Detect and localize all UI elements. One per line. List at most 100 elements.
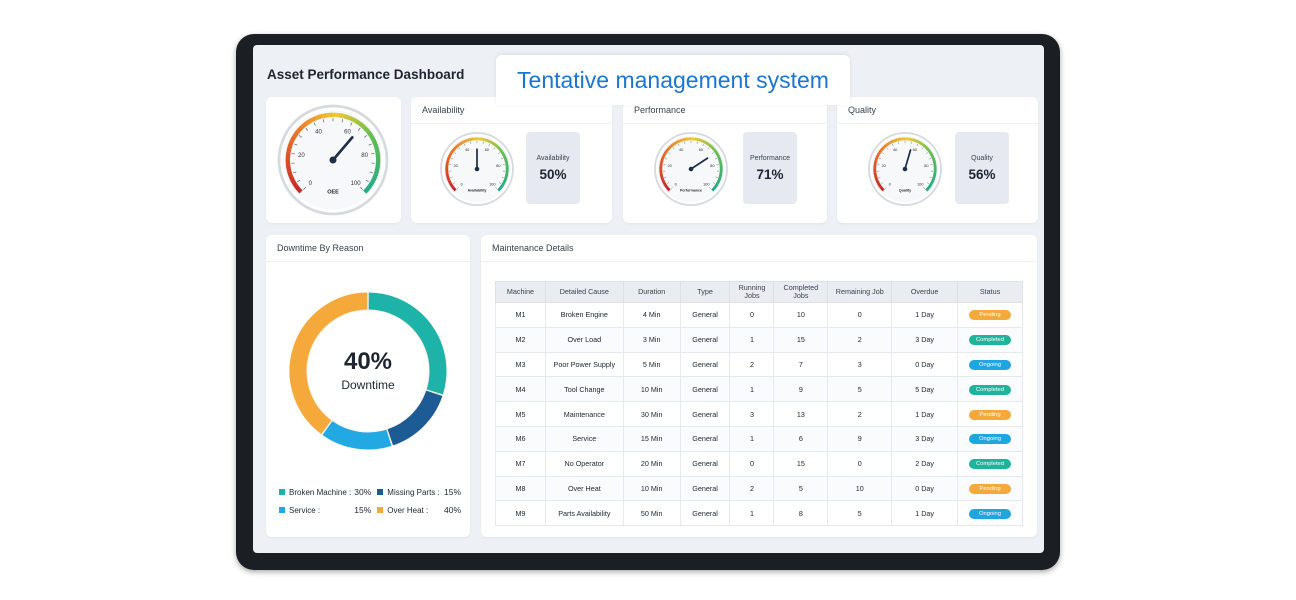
table-cell: Pending [957,401,1023,427]
gauge-color-arc [289,176,296,184]
gauge-color-arc [446,156,451,162]
legend-label: Missing Parts : [387,487,440,497]
gauge-color-arc [659,172,664,178]
donut-segment-broken-machine [368,292,447,395]
table-cell: 1 Day [891,302,959,328]
legend-swatch [279,489,285,495]
gauge-color-arc [663,183,669,189]
gauge-tick [878,158,882,160]
gauge-tick [923,187,926,190]
gauge-color-arc [874,176,879,182]
gauge-color-arc [370,176,377,184]
table-cell: Poor Power Supply [544,351,624,378]
column-header: Overdue [891,281,959,303]
legend-item-missing-parts: Missing Parts : 15% [377,487,461,497]
oee-gauge: 0 20 40 60 80 100 OEE [277,104,389,216]
gauge-color-arc [372,141,379,150]
donut-segment-over-heat [289,292,368,435]
gauge-tick-label: 40 [893,147,898,152]
availability-card-title: Availability [411,97,612,124]
table-row[interactable]: M1 Broken Engine 4 Min General 0 10 0 1 Day Pend… [495,302,1023,328]
availability-card: Availability 0 20 40 60 80 100 Availability Av… [411,97,612,223]
gauge-color-arc [660,176,665,182]
table-row[interactable]: M9 Parts Availability 50 Min General 1 8 5 1 Da… [495,500,1023,527]
table-row[interactable]: M8 Over Heat 10 Min General 2 5 10 0 Day Pending [495,475,1023,502]
gauge-color-arc [366,181,375,190]
table-row[interactable]: M7 No Operator 20 Min General 0 15 0 2 Day Compl… [495,450,1023,477]
legend-label: Broken Machine : [289,487,352,497]
gauge-tick-label: 20 [881,163,886,168]
gauge-tick-label: 80 [710,163,715,168]
table-cell: Broken Engine [544,302,624,328]
table-row[interactable]: M2 Over Load 3 Min General 1 15 2 3 Day Complete… [495,326,1023,353]
table-cell: 15 [773,326,829,353]
gauge-tick [482,141,484,144]
gauge-color-arc [457,141,463,147]
gauge-color-arc [286,147,292,155]
quality-gauge: 0 20 40 60 80 100 Quality [868,132,942,206]
status-badge: Completed [969,459,1011,470]
gauge-tick [452,182,456,184]
table-cell: Completed [957,326,1023,353]
gauge-color-arc [698,138,704,143]
table-cell: M2 [495,326,546,353]
maintenance-card: Maintenance Details Machine Detailed Caus… [481,235,1037,537]
table-cell: 8 [773,500,829,527]
gauge-color-arc [367,131,375,139]
gauge-color-arc [304,118,312,126]
gauge-tick [350,122,353,126]
legend-swatch [377,489,384,495]
column-header: Duration [622,281,681,303]
gauge-color-arc [447,152,453,159]
gauge-color-arc [338,113,346,119]
gauge-color-arc [877,183,883,189]
gauge-tick [297,179,301,183]
legend-swatch [279,507,285,513]
table-cell: 0 [827,302,893,328]
status-badge: Pending [969,483,1011,494]
gauge-tick-label: 100 [917,182,924,187]
donut-segment-service [322,420,392,450]
table-row[interactable]: M3 Poor Power Supply 5 Min General 2 7 3 0 Day O… [495,351,1023,378]
dashboard-screen: Asset Performance Dashboard 0 20 40 60 80 100… [253,45,1044,553]
gauge-color-arc [501,179,507,186]
table-cell: 50 Min [622,500,681,527]
gauge-color-arc [449,149,455,155]
gauge-tick [715,176,718,178]
downtime-card-title: Downtime By Reason [266,235,470,262]
gauge-color-arc [374,165,380,173]
gauge-color-arc [932,172,937,178]
gauge-tick [450,176,453,178]
status-badge: Ongoing [969,508,1011,519]
gauge-tick [305,127,309,131]
gauge-color-arc [874,156,879,162]
table-cell: Service [544,425,624,452]
gauge-tick [670,187,673,190]
gauge-color-arc [713,183,719,189]
performance-box-label: Performance [749,154,791,162]
table-row[interactable]: M5 Maintenance 30 Min General 3 13 2 1 Day Pendi… [495,401,1023,427]
gauge-tick [696,141,698,144]
gauge-color-arc [682,137,688,142]
legend-value: 30% [354,487,372,497]
legend-item-broken-machine: Broken Machine : 30% [279,487,371,497]
table-row[interactable]: M6 Service 15 Min General 1 6 9 3 Day Ongoing [495,425,1023,452]
table-cell: 10 [773,302,829,328]
gauge-tick-label: 40 [465,147,470,152]
quality-card: Quality 0 20 40 60 80 100 Quality Quality 56% [837,97,1038,223]
gauge-color-arc [446,176,451,182]
gauge-color-arc [289,136,296,144]
gauge-tick [293,171,297,174]
gauge-color-arc [449,183,455,189]
gauge-tick-label: 20 [667,163,672,168]
gauge-color-arc [484,138,490,143]
table-cell: Tool Change [544,376,624,403]
gauge-color-arc [701,139,708,145]
table-cell: 1 [729,326,775,353]
gauge-tick-label: 0 [309,181,313,187]
gauge-tick-label: 0 [675,182,678,187]
gauge-tick-label: 60 [344,130,351,136]
gauge-tick [668,152,671,154]
table-row[interactable]: M4 Tool Change 10 Min General 1 9 5 5 Day Comple… [495,376,1023,403]
